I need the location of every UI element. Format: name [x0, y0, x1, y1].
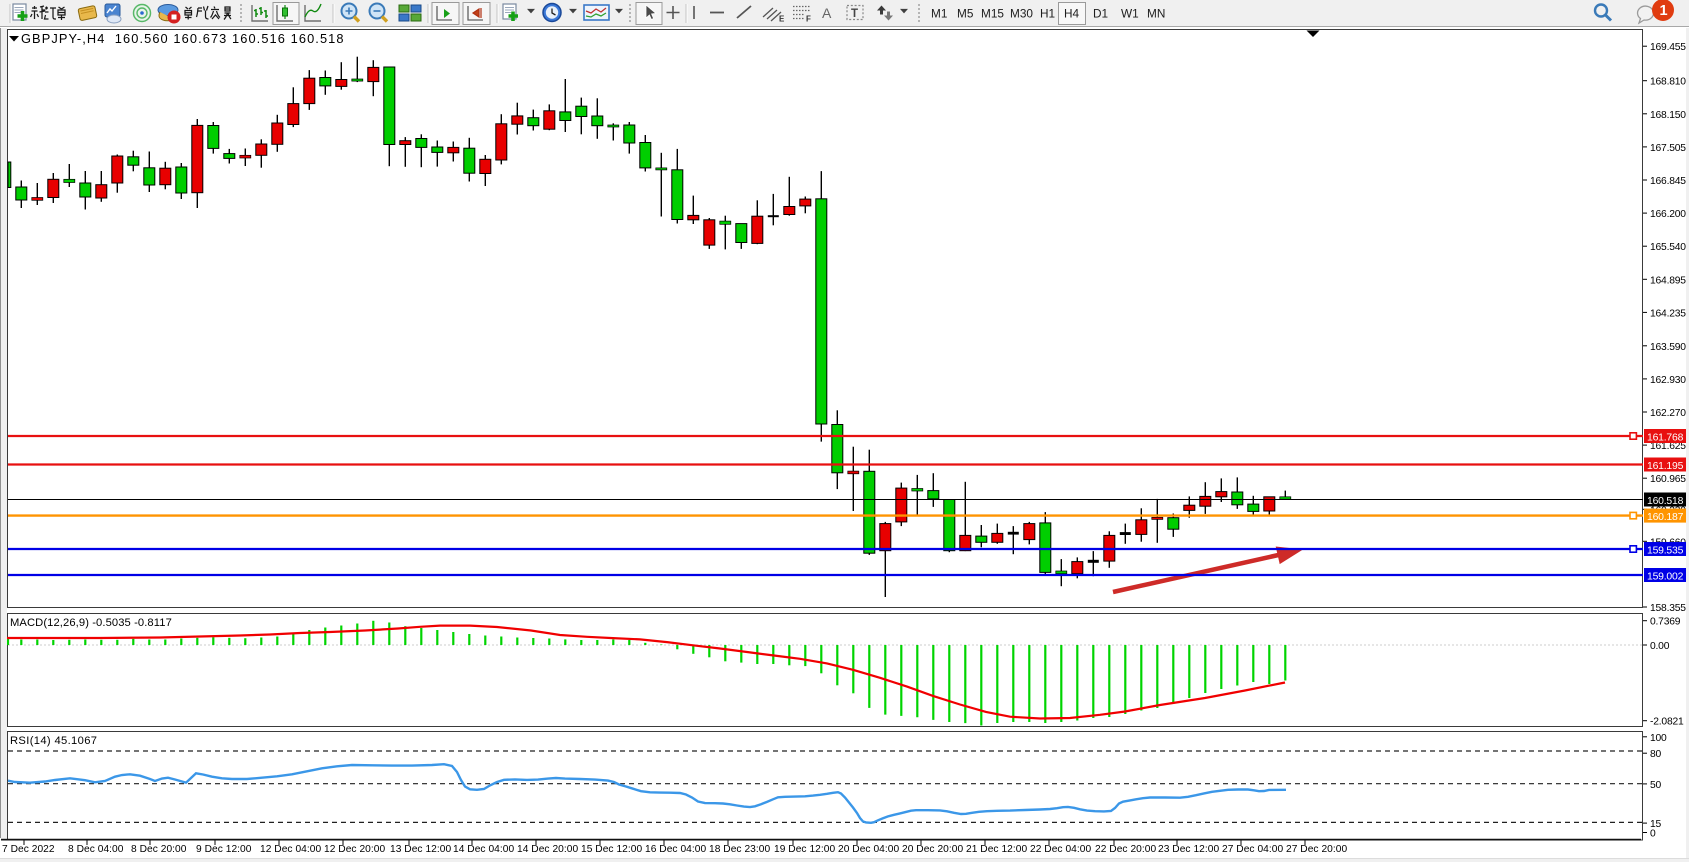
svg-text:9 Dec 12:00: 9 Dec 12:00: [196, 844, 252, 855]
svg-text:15 Dec 12:00: 15 Dec 12:00: [581, 844, 642, 855]
svg-text:MACD(12,26,9) -0.5035 -0.8117: MACD(12,26,9) -0.5035 -0.8117: [10, 617, 172, 629]
svg-text:20 Dec 20:00: 20 Dec 20:00: [902, 844, 963, 855]
svg-text:169.455: 169.455: [1650, 42, 1686, 53]
svg-text:14 Dec 20:00: 14 Dec 20:00: [517, 844, 578, 855]
svg-text:13 Dec 12:00: 13 Dec 12:00: [390, 844, 451, 855]
svg-text:165.540: 165.540: [1650, 242, 1686, 253]
svg-text:0.7369: 0.7369: [1650, 617, 1681, 628]
svg-text:80: 80: [1650, 749, 1662, 760]
svg-text:161.195: 161.195: [1647, 461, 1684, 472]
svg-text:7 Dec 2022: 7 Dec 2022: [2, 844, 55, 855]
svg-text:167.505: 167.505: [1650, 143, 1686, 154]
svg-text:168.150: 168.150: [1650, 110, 1686, 121]
svg-text:MN: MN: [1147, 7, 1165, 21]
svg-text:164.235: 164.235: [1650, 308, 1686, 319]
svg-text:16 Dec 04:00: 16 Dec 04:00: [645, 844, 706, 855]
svg-text:160.965: 160.965: [1650, 474, 1686, 485]
svg-text:15: 15: [1650, 819, 1662, 830]
svg-text:27 Dec 20:00: 27 Dec 20:00: [1286, 844, 1347, 855]
svg-text:M30: M30: [1010, 7, 1033, 21]
svg-text:162.270: 162.270: [1650, 408, 1686, 419]
svg-text:M5: M5: [957, 7, 974, 21]
svg-text:159.535: 159.535: [1647, 546, 1684, 557]
svg-text:158.355: 158.355: [1650, 603, 1686, 614]
svg-text:12 Dec 04:00: 12 Dec 04:00: [260, 844, 321, 855]
svg-text:F: F: [806, 15, 811, 24]
svg-text:0: 0: [1650, 829, 1656, 840]
svg-text:H4: H4: [1064, 7, 1080, 21]
svg-text:168.810: 168.810: [1650, 77, 1686, 88]
svg-text:GBPJPY-,H4 160.560 160.673 16: GBPJPY-,H4 160.560 160.673 160.516 160.5…: [21, 31, 345, 46]
svg-text:8 Dec 20:00: 8 Dec 20:00: [131, 844, 187, 855]
svg-text:T: T: [851, 8, 858, 20]
svg-text:12 Dec 20:00: 12 Dec 20:00: [324, 844, 385, 855]
svg-text:161.625: 161.625: [1650, 441, 1686, 452]
svg-text:159.002: 159.002: [1647, 572, 1684, 583]
svg-text:1: 1: [1660, 3, 1668, 19]
svg-text:M15: M15: [981, 7, 1004, 21]
svg-text:164.895: 164.895: [1650, 275, 1686, 286]
svg-text:A: A: [822, 5, 832, 21]
svg-text:23 Dec 12:00: 23 Dec 12:00: [1158, 844, 1219, 855]
svg-text:14 Dec 04:00: 14 Dec 04:00: [453, 844, 514, 855]
svg-text:22 Dec 20:00: 22 Dec 20:00: [1095, 844, 1156, 855]
svg-text:22 Dec 04:00: 22 Dec 04:00: [1030, 844, 1091, 855]
svg-text:18 Dec 23:00: 18 Dec 23:00: [709, 844, 770, 855]
svg-text:160.518: 160.518: [1647, 496, 1684, 507]
svg-text:19 Dec 12:00: 19 Dec 12:00: [774, 844, 835, 855]
svg-text:E: E: [779, 15, 785, 24]
svg-text:-2.0821: -2.0821: [1650, 717, 1684, 728]
svg-text:8 Dec 04:00: 8 Dec 04:00: [68, 844, 124, 855]
svg-text:166.200: 166.200: [1650, 209, 1686, 220]
svg-text:20 Dec 04:00: 20 Dec 04:00: [838, 844, 899, 855]
svg-text:160.187: 160.187: [1647, 512, 1684, 523]
svg-text:162.930: 162.930: [1650, 375, 1686, 386]
svg-text:0.00: 0.00: [1650, 641, 1670, 652]
svg-text:100: 100: [1650, 733, 1667, 744]
svg-text:M1: M1: [931, 7, 947, 21]
svg-text:RSI(14) 45.1067: RSI(14) 45.1067: [10, 735, 97, 747]
svg-text:166.845: 166.845: [1650, 176, 1686, 187]
svg-text:27 Dec 04:00: 27 Dec 04:00: [1222, 844, 1283, 855]
svg-text:163.590: 163.590: [1650, 342, 1686, 353]
svg-text:161.768: 161.768: [1647, 433, 1684, 444]
svg-text:H1: H1: [1040, 7, 1055, 21]
svg-text:D1: D1: [1093, 7, 1108, 21]
svg-text:50: 50: [1650, 780, 1662, 791]
svg-text:W1: W1: [1121, 7, 1139, 21]
svg-text:21 Dec 12:00: 21 Dec 12:00: [966, 844, 1027, 855]
